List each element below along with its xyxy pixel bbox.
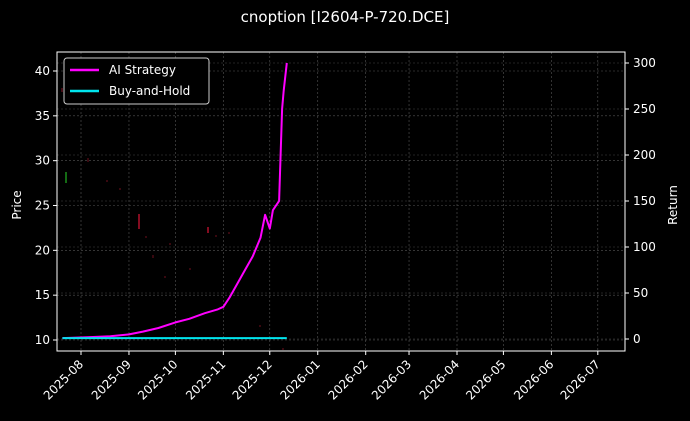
svg-text:2025-11: 2025-11	[183, 357, 228, 402]
svg-text:2026-03: 2026-03	[369, 357, 414, 402]
svg-text:2026-04: 2026-04	[417, 357, 462, 402]
svg-text:2026-07: 2026-07	[558, 357, 603, 402]
svg-text:2026-01: 2026-01	[278, 357, 323, 402]
svg-text:2025-12: 2025-12	[230, 357, 275, 402]
chart-title: cnoption [I2604-P-720.DCE]	[240, 8, 450, 26]
svg-text:100: 100	[633, 240, 656, 254]
svg-text:20: 20	[35, 243, 50, 257]
svg-text:150: 150	[633, 194, 656, 208]
right-axis: 0 50 100 150 200 250 300	[625, 56, 656, 346]
svg-text:200: 200	[633, 148, 656, 162]
svg-text:2025-10: 2025-10	[135, 357, 180, 402]
svg-text:2025-08: 2025-08	[41, 357, 86, 402]
svg-text:25: 25	[35, 199, 50, 213]
svg-text:300: 300	[633, 56, 656, 70]
svg-text:50: 50	[633, 286, 648, 300]
svg-text:2026-06: 2026-06	[511, 357, 556, 402]
price-candles	[61, 88, 284, 350]
legend-label: Buy-and-Hold	[109, 84, 190, 98]
svg-text:2026-05: 2026-05	[463, 357, 508, 402]
series-line-ai-strategy	[62, 62, 288, 340]
left-axis: 10 15 20 25 30 35 40	[35, 64, 57, 347]
grid	[57, 52, 625, 351]
svg-text:10: 10	[35, 333, 50, 347]
right-axis-label: Return	[666, 185, 680, 225]
x-axis: 2025-08 2025-09 2025-10 2025-11 2025-12 2026-…	[41, 351, 603, 403]
svg-text:0: 0	[633, 332, 641, 346]
legend: AI Strategy Buy-and-Hold	[63, 57, 210, 105]
legend-label: AI Strategy	[109, 63, 176, 77]
svg-text:2025-09: 2025-09	[89, 357, 134, 402]
svg-text:30: 30	[35, 154, 50, 168]
left-axis-label: Price	[10, 190, 24, 219]
svg-text:35: 35	[35, 109, 50, 123]
svg-text:250: 250	[633, 102, 656, 116]
svg-text:40: 40	[35, 64, 50, 78]
svg-text:15: 15	[35, 288, 50, 302]
svg-text:2026-02: 2026-02	[325, 357, 370, 402]
